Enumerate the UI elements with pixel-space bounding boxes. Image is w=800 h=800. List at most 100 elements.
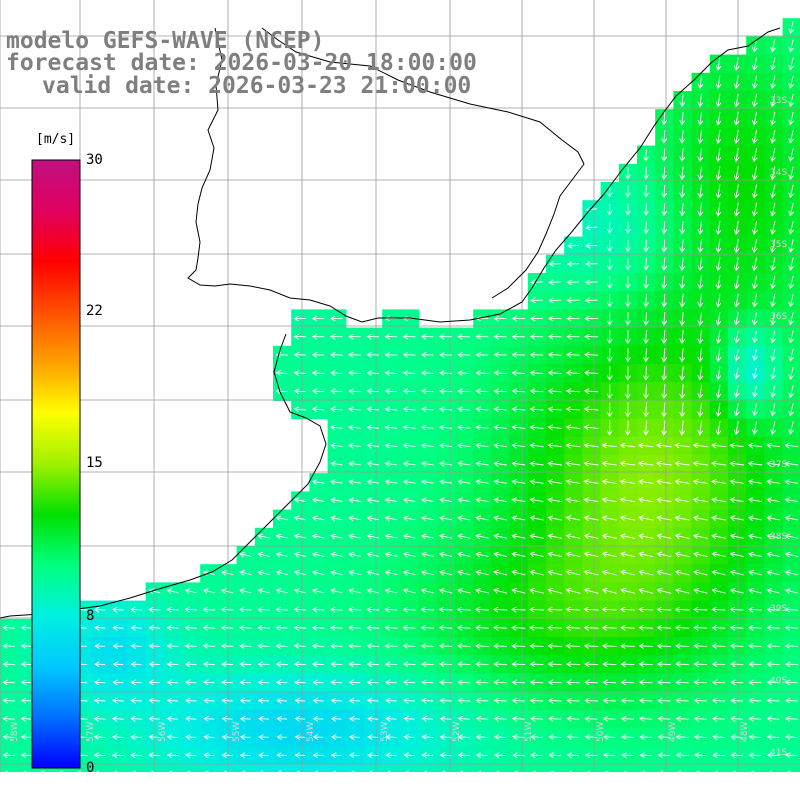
wind-speed-cell <box>0 783 19 800</box>
wind-arrow <box>149 609 161 610</box>
wind-arrow <box>749 719 762 720</box>
wind-arrow <box>241 700 251 701</box>
forecast-date: forecast date: 2026-03-20 18:00:00 <box>6 50 477 76</box>
wind-arrow <box>204 719 215 720</box>
wind-arrow <box>204 791 215 792</box>
wind-arrow <box>258 609 270 610</box>
wind-speed-cell <box>254 764 274 772</box>
wind-arrow <box>331 646 343 647</box>
wind-arrow <box>695 755 707 756</box>
wind-arrow <box>95 682 106 683</box>
wind-speed-cell <box>528 783 547 800</box>
wind-arrow <box>585 628 599 629</box>
wind-arrow <box>367 646 380 647</box>
wind-arrow <box>476 700 489 701</box>
wind-arrow <box>458 664 471 665</box>
wind-arrow <box>731 682 744 683</box>
wind-arrow <box>603 646 617 647</box>
wind-arrow <box>386 682 397 683</box>
wind-arrow <box>622 773 634 774</box>
wind-speed-cell <box>710 783 729 800</box>
wind-arrow <box>695 773 707 774</box>
wind-arrow <box>113 628 124 629</box>
wind-arrow <box>149 682 161 683</box>
wind-arrow <box>149 755 161 756</box>
wind-arrow <box>368 700 379 701</box>
lon-label: 58W <box>10 721 20 742</box>
wind-arrow <box>604 755 616 756</box>
wind-arrow <box>494 609 508 610</box>
wind-arrow <box>295 700 306 701</box>
wind-arrow <box>440 646 453 647</box>
lon-label: 48W <box>740 721 750 742</box>
wind-arrow <box>131 791 142 792</box>
wind-arrow <box>458 646 471 647</box>
wind-arrow <box>658 719 671 720</box>
wind-arrow <box>640 791 652 792</box>
wind-arrow <box>567 682 580 683</box>
wind-arrow <box>241 755 251 756</box>
wind-arrow <box>476 609 489 610</box>
wind-arrow <box>786 646 798 647</box>
wind-arrow <box>167 646 179 647</box>
wind-arrow <box>277 773 287 774</box>
wind-arrow <box>349 664 361 665</box>
wind-arrow <box>168 719 179 720</box>
wind-speed-cell <box>509 764 529 772</box>
wind-speed-cell <box>255 783 274 800</box>
wind-arrow <box>22 628 34 629</box>
wind-speed-cell <box>382 783 401 800</box>
wind-arrow <box>586 791 598 792</box>
wind-arrow <box>404 664 416 665</box>
wind-arrow <box>512 682 526 683</box>
wind-speed-cell <box>18 783 37 800</box>
wind-arrow <box>113 773 124 774</box>
wind-arrow <box>240 773 251 774</box>
wind-arrow <box>277 700 288 701</box>
wind-arrow <box>495 755 507 756</box>
wind-speed-cell <box>619 783 638 800</box>
wind-arrow <box>549 664 562 665</box>
wind-arrow <box>658 755 671 756</box>
wind-arrow <box>295 664 306 665</box>
wind-arrow <box>332 700 342 701</box>
wind-speed-cell <box>73 783 92 800</box>
wind-arrow <box>94 773 105 774</box>
wind-arrow <box>646 185 647 197</box>
wind-arrow <box>477 755 489 756</box>
wind-arrow <box>694 646 708 647</box>
wind-speed-cell <box>146 783 165 800</box>
wind-speed-cell <box>582 783 601 800</box>
wind-arrow <box>622 682 635 683</box>
wind-arrow <box>277 682 288 683</box>
wind-arrow <box>368 719 379 720</box>
wind-arrow <box>95 700 106 701</box>
wind-speed-cell <box>145 764 165 772</box>
wind-speed-cell <box>618 764 638 772</box>
wind-arrow <box>440 773 451 774</box>
wind-arrow <box>459 755 470 756</box>
wind-arrow <box>531 755 543 756</box>
wind-arrow <box>204 628 216 629</box>
wind-arrow <box>731 719 744 720</box>
wind-arrow <box>204 700 215 701</box>
wind-arrow <box>513 737 525 738</box>
wind-arrow <box>749 628 762 629</box>
wind-arrow <box>567 719 580 720</box>
wind-arrow <box>240 628 252 629</box>
wind-speed-cell <box>182 764 201 772</box>
wind-arrow <box>113 755 124 756</box>
wind-speed-cell <box>36 783 55 800</box>
wind-arrow <box>749 791 761 792</box>
wind-arrow <box>350 773 361 774</box>
wind-arrow <box>313 682 324 683</box>
wind-arrow <box>639 628 654 629</box>
wind-arrow <box>349 609 361 610</box>
wind-arrow <box>313 373 325 374</box>
wind-arrow <box>676 628 690 629</box>
wind-arrow <box>22 773 34 774</box>
wind-arrow <box>349 628 361 629</box>
wind-arrow <box>549 755 562 756</box>
wind-arrow <box>477 791 489 792</box>
